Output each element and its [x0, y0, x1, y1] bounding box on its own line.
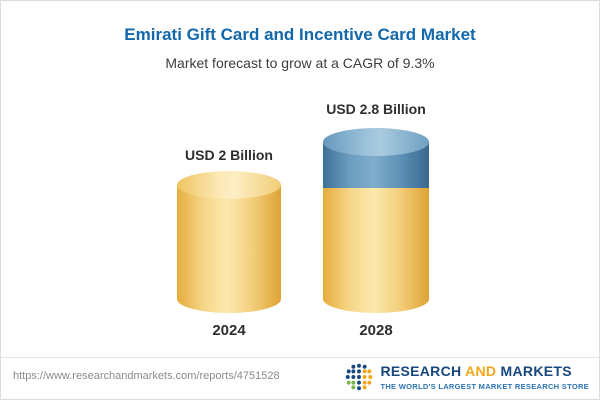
x-axis-label-2028: 2028: [359, 322, 393, 339]
chart-subtitle: Market forecast to grow at a CAGR of 9.3…: [165, 55, 435, 71]
chart-title: Emirati Gift Card and Incentive Card Mar…: [124, 25, 476, 44]
report-url-link[interactable]: https://www.researchandmarkets.com/repor…: [13, 370, 280, 382]
bar-value-2028: USD 2.8 Billion: [326, 101, 426, 117]
bar-2024-top-ellipse: [177, 171, 281, 199]
logo-title: RESEARCH AND MARKETS: [380, 363, 571, 379]
x-axis-label-2024: 2024: [212, 322, 246, 339]
researchandmarkets-globe-icon: [344, 362, 374, 392]
researchandmarkets-logo[interactable]: RESEARCH AND MARKETS THE WORLD'S LARGEST…: [344, 362, 589, 392]
bar-cylinder-2028: [323, 128, 429, 313]
bar-2028-base-segment: [323, 186, 429, 313]
bar-value-2024: USD 2 Billion: [185, 147, 273, 163]
footer-divider: [1, 357, 599, 358]
bar-cylinder-2024: [177, 171, 281, 313]
logo-word-markets: MARKETS: [500, 363, 572, 379]
bar-2028-top-ellipse: [323, 128, 429, 156]
logo-text-block: RESEARCH AND MARKETS THE WORLD'S LARGEST…: [380, 363, 589, 391]
bar-2024-body: [177, 185, 281, 313]
logo-word-and: AND: [465, 363, 497, 379]
logo-tagline: THE WORLD'S LARGEST MARKET RESEARCH STOR…: [380, 382, 589, 391]
logo-word-research: RESEARCH: [380, 363, 462, 379]
